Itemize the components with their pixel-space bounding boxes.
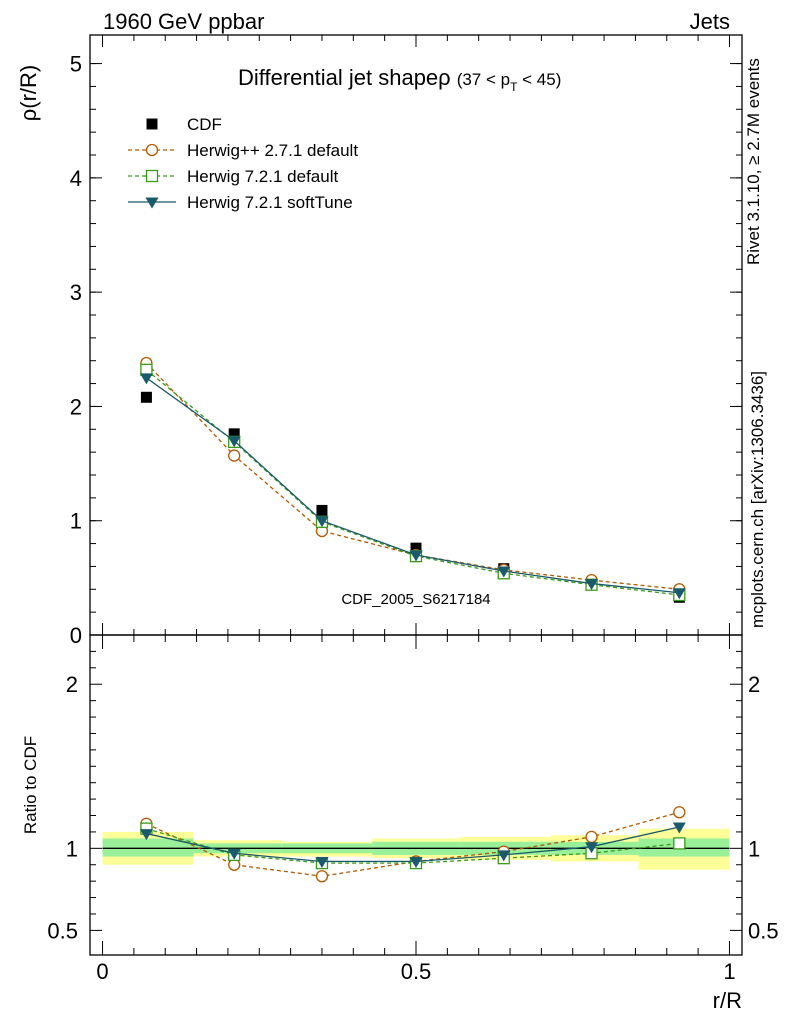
ratio-series-2-point (672, 822, 686, 834)
chart-title-subscript: T (510, 80, 518, 94)
ratio-x-tick-label: 0 (96, 959, 108, 984)
ratio-x-tick-label: 0.5 (401, 959, 432, 984)
main-series-3-point (315, 516, 329, 528)
ratio-series-0-point (315, 870, 329, 883)
main-series-0-point (316, 504, 328, 516)
main-series-0-point (140, 391, 152, 403)
legend-marker-3 (145, 197, 159, 209)
rivet-label: Rivet 3.1.10, ≥ 2.7M events (744, 58, 763, 265)
ratio-y-tick-label: 1 (66, 836, 78, 861)
main-series-3-point (585, 579, 599, 591)
legend-marker-2 (145, 169, 159, 183)
ratio-series-0-point (585, 830, 598, 843)
ratio-band-inner-0 (102, 838, 194, 857)
ratio-y-tick-label: 0.5 (47, 918, 78, 943)
ratio-y-tick-label-right: 0.5 (748, 918, 779, 943)
ratio-series-1-point (673, 837, 686, 850)
ratio-series-2-point (409, 856, 423, 868)
ratio-x-tick-label: 1 (723, 959, 735, 984)
main-series-1-point (228, 449, 241, 462)
main-y-tick-label: 1 (70, 509, 82, 534)
watermark: CDF_2005_S6217184 (341, 591, 490, 608)
ratio-frame (89, 634, 743, 956)
chart-title: Differential jet shapeρ (37 < pT < 45) (238, 65, 561, 94)
x-axis-label: r/R (713, 988, 742, 1013)
main-y-tick-label: 0 (70, 623, 82, 648)
mcplots-label: mcplots.cern.ch [arXiv:1306.3436] (748, 371, 767, 628)
ratio-y-axis-label: Ratio to CDF (21, 736, 40, 834)
ratio-series-2-point (139, 829, 153, 841)
main-series-3-point (227, 436, 241, 448)
header-category: Jets (690, 9, 730, 34)
legend-label-0: CDF (187, 115, 222, 134)
main-panel: 0 1 2 3 4 5 ρ(r/R) Differential jet shapeρ (37 <… (16, 34, 743, 648)
legend-marker-1 (145, 143, 159, 157)
chart-title-main: Differential jet shapeρ (238, 65, 451, 90)
ratio-series-0-point (673, 806, 686, 819)
main-series-0-point (228, 428, 240, 440)
ratio-y-tick-label: 2 (66, 672, 78, 697)
legend-label-3: Herwig 7.2.1 softTune (187, 193, 353, 212)
ratio-series-2-point (315, 856, 329, 868)
ratio-series-2-point (585, 842, 599, 854)
chart-title-range: (37 < p (457, 70, 510, 89)
chart-title-range-end: < 45) (517, 70, 561, 89)
legend-label-2: Herwig 7.2.1 default (187, 167, 338, 186)
main-series-3-point (409, 550, 423, 562)
main-series-3-point (672, 588, 686, 600)
main-y-tick-label: 3 (70, 280, 82, 305)
main-y-tick-label: 5 (70, 52, 82, 77)
legend-marker-0 (146, 118, 158, 130)
main-y-axis-label: ρ(r/R) (16, 65, 41, 122)
main-y-tick-label: 4 (70, 166, 82, 191)
main-series-0-point (410, 542, 422, 554)
ratio-y-tick-label-right: 2 (748, 672, 760, 697)
main-series-3-point (497, 566, 511, 578)
ratio-series-2-point (227, 848, 241, 860)
ratio-y-tick-label-right: 1 (748, 836, 760, 861)
ratio-series-2-point (497, 850, 511, 862)
main-series-3-point (139, 373, 153, 385)
ratio-panel: 0.5 0.5 1 1 2 2 0 0.5 1 Ratio to CDF (21, 634, 779, 984)
header-energy: 1960 GeV ppbar (103, 9, 264, 34)
legend-label-1: Herwig++ 2.7.1 default (187, 141, 358, 160)
main-y-tick-label: 2 (70, 394, 82, 419)
